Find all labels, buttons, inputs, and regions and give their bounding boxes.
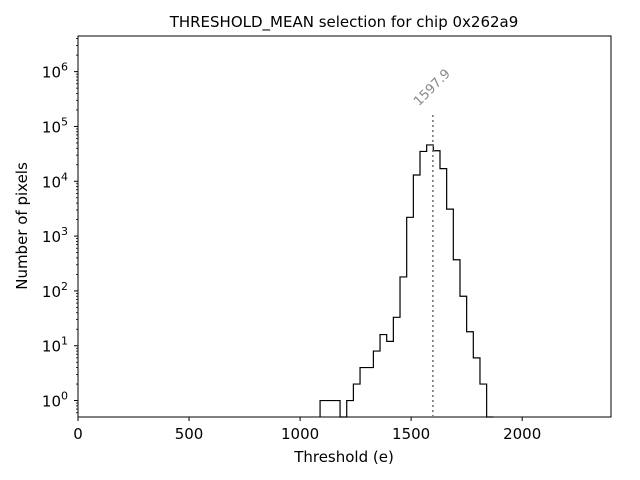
mean-marker-label: 1597.9 (411, 67, 454, 110)
histogram-step-line (319, 144, 494, 418)
x-tick-label: 1000 (281, 425, 319, 443)
y-tick-label: 102 (42, 280, 68, 301)
x-tick-label: 500 (175, 425, 204, 443)
plot-area-frame (77, 35, 612, 418)
y-axis-label: Number of pixels (13, 162, 31, 290)
x-axis-label: Threshold (e) (293, 448, 394, 466)
y-tick-label: 105 (42, 115, 68, 136)
x-tick-label: 0 (73, 425, 83, 443)
y-tick-label: 101 (42, 335, 68, 356)
y-tick-label: 103 (42, 225, 68, 246)
x-tick-label: 2000 (503, 425, 541, 443)
x-tick-label: 1500 (392, 425, 430, 443)
x-axis-ticks: 0 500 1000 1500 2000 (73, 417, 541, 443)
y-axis-ticks: 100 101 102 103 104 105 106 (42, 38, 78, 414)
y-tick-label: 106 (42, 61, 68, 82)
chart-title: THRESHOLD_MEAN selection for chip 0x262a… (169, 13, 519, 32)
y-tick-label: 100 (42, 390, 68, 411)
y-tick-label: 104 (42, 170, 68, 191)
